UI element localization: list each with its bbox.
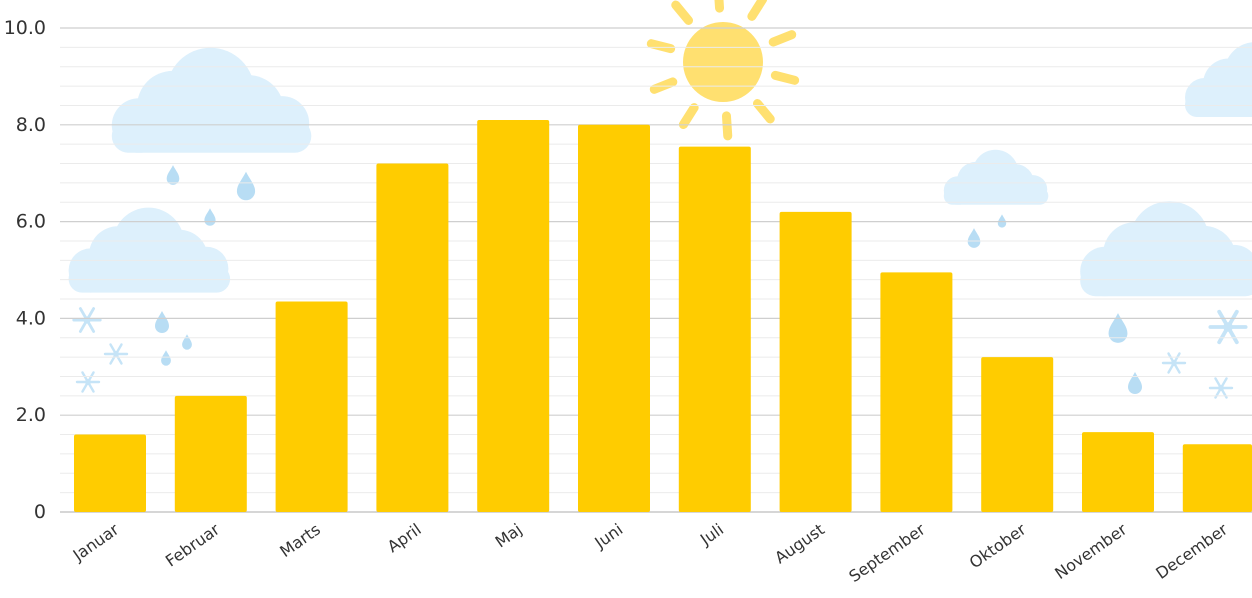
raindrop-icon	[155, 311, 169, 333]
x-tick-label: August	[771, 520, 828, 568]
raindrop-icon	[1128, 372, 1142, 394]
y-tick-label: 6.0	[16, 211, 46, 233]
bar-juni	[578, 124, 650, 513]
snowflake-icon	[1161, 352, 1187, 374]
cloud-icon	[1080, 201, 1252, 297]
x-tick-label: Februar	[162, 519, 224, 570]
x-axis-ticks: Januar Februar Marts April Maj Juni Juli August…	[69, 519, 1232, 586]
raindrop-icon	[161, 350, 171, 366]
bar-oktober	[981, 357, 1054, 512]
x-tick-label: April	[384, 520, 425, 557]
raindrop-icon	[204, 208, 216, 226]
x-tick-label: Januar	[69, 519, 123, 565]
bar-juli	[678, 146, 751, 512]
cloud-icon	[1185, 42, 1252, 117]
snowflake-icon	[75, 371, 101, 393]
bar-november	[1082, 432, 1154, 512]
bar-januar	[74, 434, 146, 512]
y-axis-ticks: 0 2.0 4.0 6.0 8.0 10.0	[4, 17, 46, 523]
y-tick-label: 8.0	[16, 114, 46, 136]
y-tick-label: 2.0	[16, 404, 46, 426]
bar-december	[1182, 444, 1252, 512]
raindrop-icon	[1108, 313, 1128, 343]
bar-februar	[174, 395, 247, 512]
x-tick-label: Juni	[590, 520, 626, 553]
cloud-icon	[111, 47, 312, 153]
bar-april	[376, 163, 449, 512]
raindrop-icon	[166, 165, 180, 185]
bars	[74, 119, 1252, 513]
x-tick-label: Oktober	[966, 519, 1030, 572]
sun-icon	[646, 0, 800, 141]
y-tick-label: 0	[34, 501, 46, 523]
weather-decorations	[68, 0, 1252, 399]
x-tick-label: Maj	[492, 520, 526, 552]
snowflake-icon	[72, 307, 102, 333]
y-tick-label: 4.0	[16, 307, 46, 329]
x-tick-label: September	[845, 519, 929, 586]
raindrop-icon	[236, 171, 256, 201]
grid-lines	[60, 27, 1252, 513]
x-tick-label: Marts	[276, 520, 324, 561]
snowflake-icon	[1208, 309, 1248, 345]
bar-marts	[275, 301, 348, 512]
snowflake-icon	[1208, 377, 1234, 399]
y-tick-label: 10.0	[4, 17, 46, 39]
raindrop-icon	[182, 334, 192, 350]
x-tick-label: December	[1152, 519, 1231, 582]
raindrop-icon	[967, 228, 981, 248]
bar-august	[779, 211, 852, 513]
bar-maj	[477, 119, 550, 513]
x-tick-label: November	[1051, 519, 1130, 583]
bar-september	[880, 272, 953, 512]
x-tick-label: Juli	[696, 520, 727, 550]
snowflake-icon	[103, 343, 129, 365]
cloud-icon	[68, 207, 231, 293]
cloud-icon	[943, 149, 1049, 205]
